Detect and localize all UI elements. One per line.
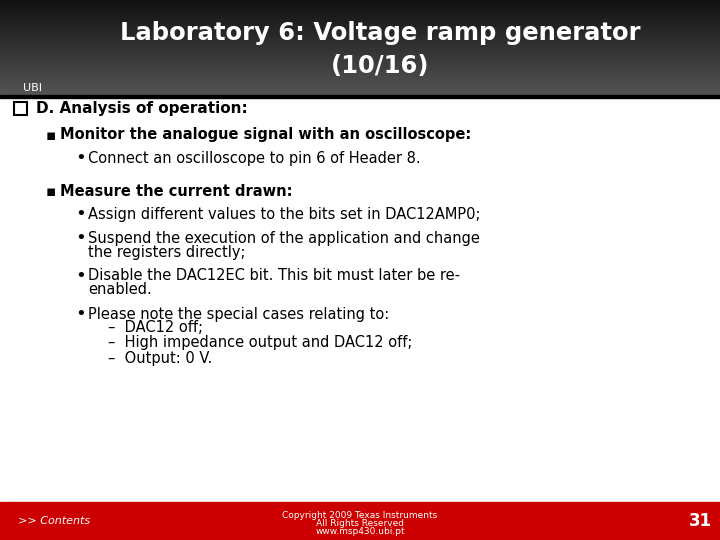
- Bar: [0, 95, 720, 98]
- Text: (10/16): (10/16): [330, 54, 429, 78]
- Text: •: •: [75, 149, 86, 167]
- Bar: [0, 88, 720, 90]
- Bar: [0, 77, 720, 79]
- Bar: [0, 68, 720, 70]
- Text: Suspend the execution of the application and change: Suspend the execution of the application…: [88, 231, 480, 246]
- Bar: [0, 53, 720, 56]
- Text: 31: 31: [688, 512, 711, 530]
- Text: Assign different values to the bits set in DAC12AMP0;: Assign different values to the bits set …: [88, 206, 480, 221]
- Bar: [0, 47, 720, 49]
- Text: Monitor the analogue signal with an oscilloscope:: Monitor the analogue signal with an osci…: [60, 127, 472, 143]
- Text: UBI: UBI: [22, 83, 42, 93]
- Bar: [0, 79, 720, 81]
- Bar: [0, 17, 720, 19]
- Bar: [14, 102, 27, 115]
- Bar: [0, 20, 720, 22]
- Text: –  Output: 0 V.: – Output: 0 V.: [108, 350, 212, 366]
- Bar: [0, 80, 720, 82]
- Bar: [0, 4, 720, 6]
- Bar: [0, 35, 720, 36]
- Bar: [0, 25, 720, 27]
- Text: the registers directly;: the registers directly;: [88, 245, 246, 260]
- Bar: [0, 502, 720, 540]
- Bar: [0, 58, 720, 60]
- Bar: [0, 23, 720, 25]
- Bar: [0, 14, 720, 16]
- Bar: [0, 40, 720, 43]
- Text: Please note the special cases relating to:: Please note the special cases relating t…: [88, 307, 390, 321]
- Bar: [0, 36, 720, 38]
- Text: •: •: [75, 205, 86, 223]
- Bar: [0, 57, 720, 58]
- Bar: [0, 86, 720, 89]
- Bar: [0, 52, 720, 54]
- Bar: [0, 33, 720, 35]
- Text: •: •: [75, 229, 86, 247]
- Bar: [0, 1, 720, 3]
- Text: •: •: [75, 305, 86, 323]
- Text: D. Analysis of operation:: D. Analysis of operation:: [36, 100, 248, 116]
- Text: –  High impedance output and DAC12 off;: – High impedance output and DAC12 off;: [108, 335, 413, 350]
- Text: Laboratory 6: Voltage ramp generator: Laboratory 6: Voltage ramp generator: [120, 21, 640, 45]
- Bar: [0, 72, 720, 75]
- Bar: [0, 28, 720, 30]
- Bar: [0, 39, 720, 41]
- Text: www.msp430.ubi.pt: www.msp430.ubi.pt: [315, 526, 405, 536]
- Bar: [0, 61, 720, 63]
- Text: Measure the current drawn:: Measure the current drawn:: [60, 184, 292, 199]
- Text: ▪: ▪: [46, 184, 56, 199]
- Bar: [0, 93, 720, 95]
- Bar: [0, 59, 720, 62]
- Bar: [0, 91, 720, 93]
- Bar: [0, 90, 720, 92]
- Bar: [0, 49, 720, 51]
- Bar: [0, 8, 720, 10]
- Bar: [0, 22, 720, 24]
- Bar: [0, 6, 720, 8]
- Bar: [0, 44, 720, 46]
- Bar: [0, 71, 720, 73]
- Bar: [0, 18, 720, 21]
- Text: enabled.: enabled.: [88, 282, 152, 298]
- Bar: [0, 42, 720, 44]
- Bar: [0, 12, 720, 14]
- Text: •: •: [75, 267, 86, 285]
- Bar: [0, 76, 720, 78]
- Text: ▪: ▪: [46, 127, 56, 143]
- Text: Connect an oscilloscope to pin 6 of Header 8.: Connect an oscilloscope to pin 6 of Head…: [88, 151, 420, 165]
- Bar: [0, 64, 720, 66]
- Bar: [0, 69, 720, 71]
- Text: >> Contents: >> Contents: [18, 516, 90, 526]
- Bar: [0, 0, 720, 2]
- Bar: [0, 37, 720, 39]
- Bar: [0, 55, 720, 57]
- Bar: [0, 63, 720, 65]
- Bar: [0, 66, 720, 68]
- Text: –  DAC12 off;: – DAC12 off;: [108, 321, 203, 335]
- Bar: [0, 11, 720, 12]
- Bar: [0, 74, 720, 76]
- Bar: [0, 45, 720, 48]
- Text: All Rights Reserved: All Rights Reserved: [316, 518, 404, 528]
- Bar: [0, 31, 720, 33]
- Bar: [0, 3, 720, 5]
- Text: Copyright 2009 Texas Instruments: Copyright 2009 Texas Instruments: [282, 510, 438, 519]
- Bar: [0, 82, 720, 84]
- Text: Disable the DAC12EC bit. This bit must later be re-: Disable the DAC12EC bit. This bit must l…: [88, 268, 460, 284]
- Bar: [0, 26, 720, 29]
- Bar: [0, 85, 720, 87]
- Bar: [0, 15, 720, 17]
- Bar: [0, 9, 720, 11]
- Bar: [0, 30, 720, 32]
- Bar: [0, 83, 720, 85]
- Bar: [0, 50, 720, 52]
